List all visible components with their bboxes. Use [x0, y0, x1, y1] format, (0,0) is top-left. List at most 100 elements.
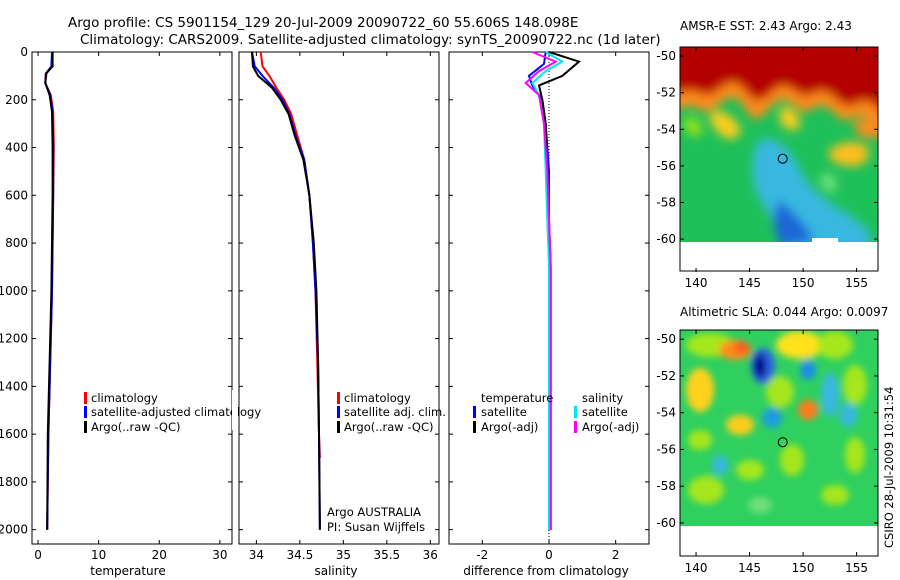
sla-map-frame: [679, 329, 879, 557]
sst-heatmap: [680, 47, 878, 271]
y-tick-label: -56: [656, 159, 676, 173]
x-tick-label: 145: [738, 561, 761, 575]
y-tick-label: -54: [656, 122, 676, 136]
legend-swatch-temp-argo: [473, 421, 476, 433]
legend-swatch-argo: [84, 421, 87, 433]
argo-position-marker: [777, 437, 788, 448]
y-tick-label: -58: [656, 479, 676, 493]
y-tick-label: 1600: [0, 427, 28, 441]
sst-map-panel: AMSR-E SST: 2.43 Argo: 2.43 -50 -52 -54 -56…: [656, 19, 879, 290]
legend-header-salinity: salinity: [582, 391, 623, 405]
series-line-argo-raw-qc: [44, 52, 54, 530]
y-tick-label: -60: [656, 232, 676, 246]
y-tick-label: 400: [5, 141, 28, 155]
y-tick-label: 1400: [0, 379, 28, 393]
y-tick-label: 600: [5, 188, 28, 202]
legend-swatch-sal-argo: [574, 421, 577, 433]
legend-swatch-climatology: [337, 392, 340, 404]
legend-swatch-sal-satellite: [574, 406, 577, 418]
sla-map-title: Altimetric SLA: 0.044 Argo: 0.0097: [680, 305, 888, 319]
y-tick-label: 1800: [0, 475, 28, 489]
x-tick-label: 34.5: [287, 548, 314, 562]
title-line-1: Argo profile: CS 5901154_129 20-Jul-2009…: [68, 15, 578, 31]
x-tick-label: 35.5: [373, 548, 400, 562]
y-tick-label: -58: [656, 195, 676, 209]
title-line-2: Climatology: CARS2009. Satellite-adjuste…: [80, 32, 661, 48]
y-tick-label: -54: [656, 406, 676, 420]
x-tick-label: 0: [545, 548, 553, 562]
x-tick-label: -2: [476, 548, 488, 562]
salinity-legend: climatology satellite adj. clim. Argo(..…: [337, 391, 446, 434]
sst-map-title: AMSR-E SST: 2.43 Argo: 2.43: [680, 19, 852, 33]
legend-label-climatology: climatology: [344, 391, 411, 405]
legend-label-temp-satellite: satellite: [481, 405, 527, 419]
difference-panel: -2 0 2 difference from climatology tempera…: [448, 51, 650, 578]
y-tick-label: -52: [656, 369, 676, 383]
temperature-xlabel: temperature: [90, 564, 165, 578]
legend-label-satellite: satellite-adjusted climatology: [91, 405, 261, 419]
difference-legend: temperature salinity satellite Argo(-adj…: [473, 391, 639, 434]
sla-heatmap: [680, 330, 878, 556]
x-tick-label: 34: [249, 548, 264, 562]
series-line-argo-raw-qc: [251, 51, 321, 530]
x-tick-label: 36: [423, 548, 438, 562]
x-tick-label: 30: [212, 548, 227, 562]
salinity-ticks: 34 34.5 35 35.5 36: [239, 51, 439, 562]
x-tick-label: 155: [845, 276, 868, 290]
x-tick-label: 0: [34, 548, 42, 562]
salinity-annotation-line-1: Argo AUSTRALIA: [327, 505, 421, 519]
temperature-series: [44, 51, 55, 530]
series-line-salinity-satellite: [531, 51, 565, 530]
legend-swatch-argo: [337, 421, 340, 433]
legend-label-sal-argo: Argo(-adj): [582, 420, 639, 434]
difference-ticks: -2 0 2: [449, 51, 649, 562]
temperature-panel: 0 200 400 600 800 1000 1200 1400 1600 1800 2000 0 10…: [0, 45, 261, 578]
salinity-annotation-line-2: PI: Susan Wijffels: [327, 520, 425, 534]
y-tick-label: -60: [656, 516, 676, 530]
legend-swatch-satellite: [84, 406, 87, 418]
x-tick-label: 145: [738, 276, 761, 290]
salinity-axes-frame: [238, 51, 440, 545]
legend-swatch-temp-satellite: [473, 406, 476, 418]
legend-label-argo: Argo(..raw -QC): [344, 420, 434, 434]
temperature-legend-overlap-mask: [232, 390, 238, 430]
argo-position-marker: [777, 153, 788, 164]
legend-header-temperature: temperature: [481, 391, 553, 405]
x-tick-label: 2: [612, 548, 620, 562]
salinity-xlabel: salinity: [314, 564, 357, 578]
difference-series: [524, 51, 582, 530]
temperature-legend: climatology satellite-adjusted climatolo…: [84, 391, 261, 434]
x-tick-label: 35: [336, 548, 351, 562]
legend-label-satellite: satellite adj. clim.: [344, 405, 446, 419]
y-tick-label: -52: [656, 86, 676, 100]
salinity-series: [251, 51, 321, 530]
sla-map-panel: Altimetric SLA: 0.044 Argo: 0.0097: [656, 305, 888, 575]
x-tick-label: 150: [792, 276, 815, 290]
y-tick-label: 0: [20, 45, 28, 59]
legend-swatch-climatology: [84, 392, 87, 404]
difference-xlabel: difference from climatology: [463, 564, 629, 578]
legend-label-sal-satellite: satellite: [582, 405, 628, 419]
x-tick-label: 10: [91, 548, 106, 562]
legend-label-climatology: climatology: [91, 391, 158, 405]
y-tick-label: -50: [656, 49, 676, 63]
series-line-temperature-argo-adj: [537, 51, 582, 530]
legend-swatch-satellite: [337, 406, 340, 418]
y-tick-label: 2000: [0, 523, 28, 537]
x-tick-label: 140: [685, 561, 708, 575]
legend-label-temp-argo: Argo(-adj): [481, 420, 538, 434]
legend-label-argo: Argo(..raw -QC): [91, 420, 181, 434]
sst-map-frame: [679, 46, 879, 272]
y-tick-label: 1200: [0, 332, 28, 346]
y-tick-label: -56: [656, 442, 676, 456]
temperature-axes-frame: [31, 51, 233, 545]
footer-timestamp: CSIRO 28-Jul-2009 10:31:54: [882, 387, 896, 548]
x-tick-label: 150: [792, 561, 815, 575]
y-tick-label: -50: [656, 332, 676, 346]
salinity-panel: 34 34.5 35 35.5 36 salinity climatology sate…: [238, 51, 446, 578]
y-tick-label: 1000: [0, 284, 28, 298]
series-line-climatology: [259, 51, 321, 459]
sla-ticks: -50 -52 -54 -56 -58 -60 140 145 150 155: [656, 330, 878, 575]
x-tick-label: 20: [152, 548, 167, 562]
